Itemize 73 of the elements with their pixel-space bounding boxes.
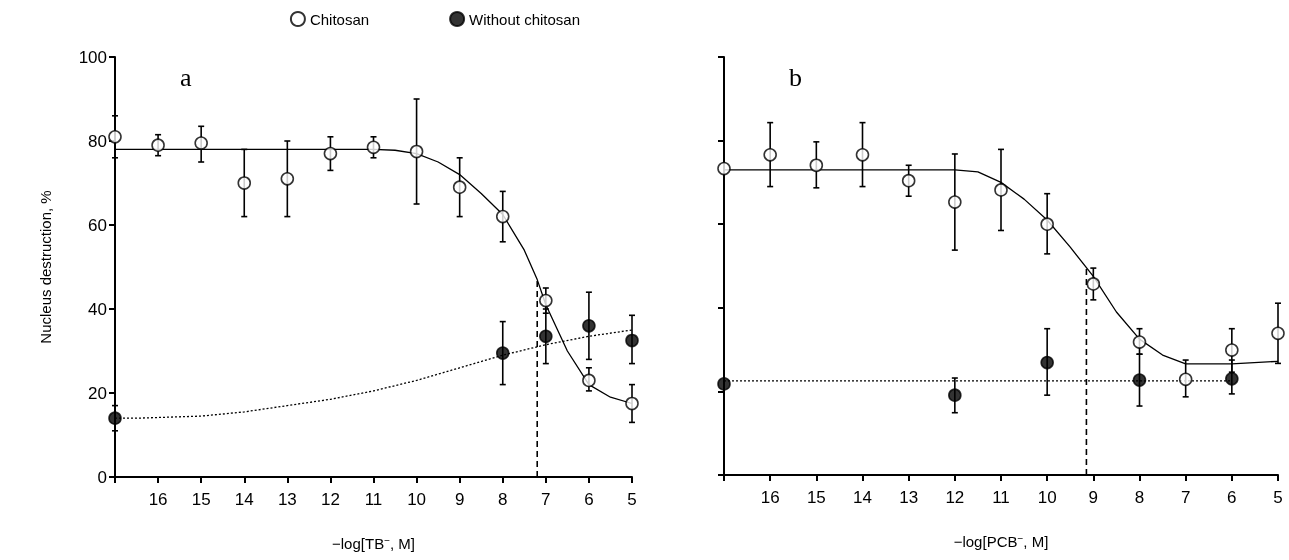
point [1271,326,1285,341]
point [1225,372,1239,386]
point [280,172,295,186]
x-tick-label: 6 [1227,488,1237,507]
point [948,195,962,209]
point [151,138,165,152]
point [366,140,381,155]
chart-title: b [789,62,802,92]
x-tick-label: 14 [853,488,872,507]
x-tick-label: 12 [945,488,965,507]
point [582,373,596,388]
x-tick-label: 13 [277,490,297,509]
point [237,176,252,190]
y-tick-label: 60 [88,215,107,235]
point [323,146,338,161]
legend-label: Without chitosan [469,10,580,28]
point [901,173,916,188]
x-tick-label: 14 [234,490,254,509]
point [539,329,553,344]
point [1225,343,1239,357]
chart-title: a [180,62,192,92]
point [495,209,510,224]
point [948,388,962,402]
point [452,180,467,194]
point [1132,373,1147,387]
x-tick-label: 9 [1088,488,1099,507]
point [809,158,824,173]
legend-label: Chitosan [309,10,370,28]
x-tick-label: 15 [191,490,211,509]
x-tick-label: 7 [1180,488,1191,507]
x-tick-label: 15 [806,488,826,507]
x-tick-label: 16 [148,490,168,509]
point [495,346,510,360]
point [582,319,596,333]
point [409,144,424,159]
x-tick-label: 11 [992,488,1010,507]
x-tick-label: 5 [1273,488,1283,507]
point [108,411,122,425]
y-tick-label: 100 [78,47,107,67]
x-tick-label: 10 [1037,488,1057,507]
point [539,293,553,308]
point [994,183,1008,197]
point [625,396,639,411]
x-tick-label: 16 [760,488,780,507]
point [763,148,777,162]
x-axis-title: −log[PCB−, M] [953,532,1049,550]
x-tick-label: 12 [320,490,340,509]
x-axis-title: −log[TB−, M] [332,534,415,552]
point [1040,355,1054,370]
x-tick-label: 9 [454,490,465,509]
point [194,136,208,150]
point [1086,277,1101,291]
x-tick-label: 13 [899,488,919,507]
x-tick-label: 6 [584,490,594,509]
y-tick-label: 20 [88,383,107,403]
y-axis-title: Nucleus destruction, % [37,190,54,344]
y-tick-label: 0 [97,467,107,487]
point [1040,217,1054,231]
y-tick-label: 40 [88,299,107,319]
x-tick-label: 5 [627,490,637,509]
x-tick-label: 10 [407,490,427,509]
x-tick-label: 8 [1134,488,1145,507]
point [717,377,731,391]
x-tick-label: 11 [364,490,383,509]
point [717,161,731,176]
x-tick-label: 7 [541,490,551,509]
point [855,148,870,162]
x-tick-label: 8 [498,490,508,509]
point [625,333,639,348]
y-tick-label: 80 [88,131,107,151]
point [108,130,122,144]
point [1178,372,1193,387]
point [1132,335,1147,349]
